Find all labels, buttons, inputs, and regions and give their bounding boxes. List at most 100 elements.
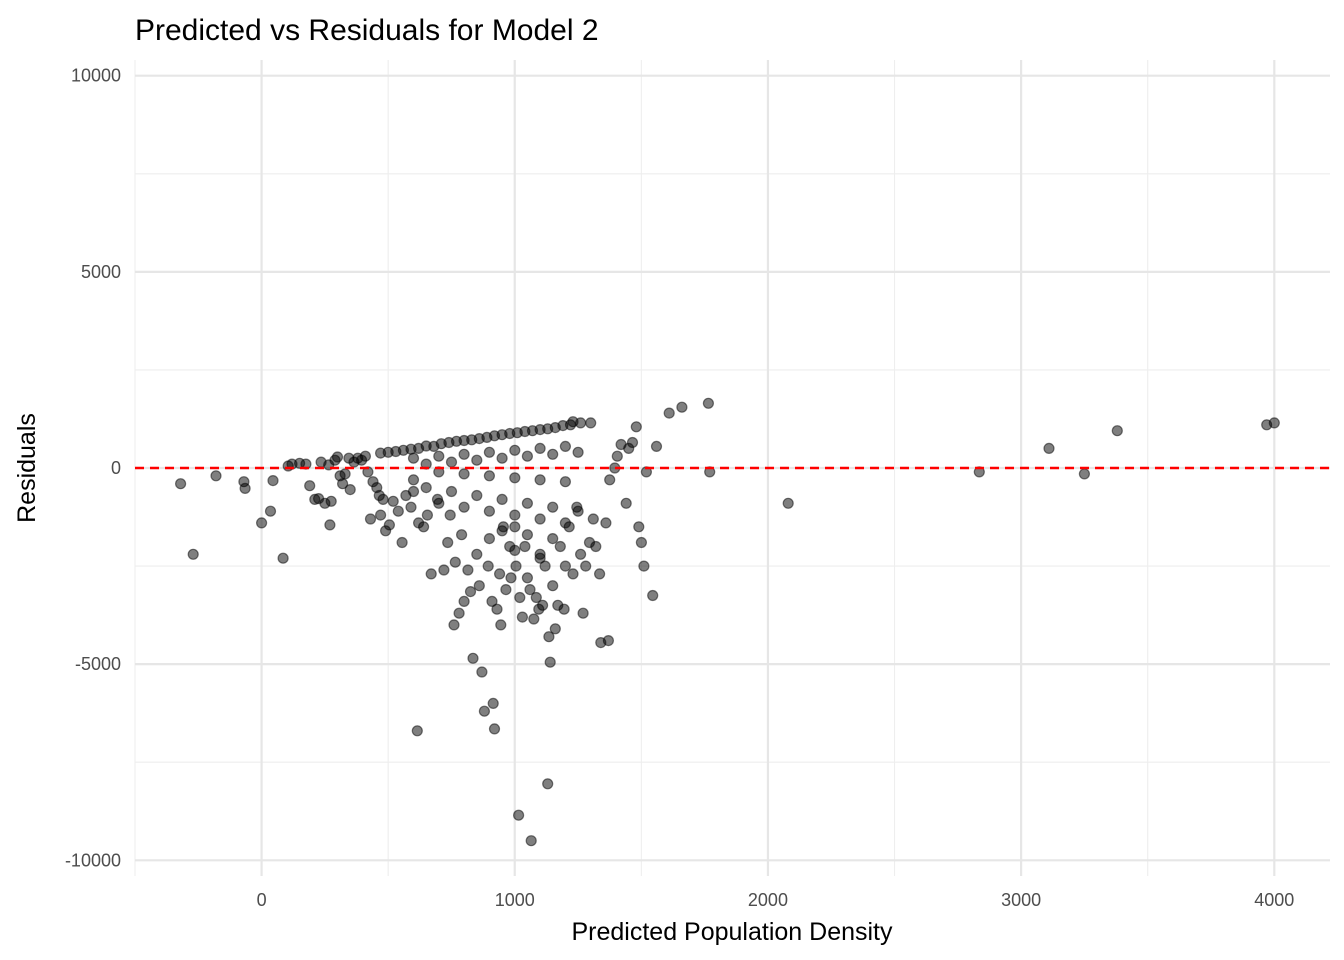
data-point xyxy=(496,525,508,537)
data-point xyxy=(483,532,495,545)
y-tick-label: -5000 xyxy=(75,654,121,674)
data-point xyxy=(702,397,715,409)
data-point xyxy=(478,705,490,717)
data-point xyxy=(458,501,470,513)
data-point xyxy=(559,476,572,488)
data-point xyxy=(524,583,536,596)
data-point xyxy=(449,556,461,568)
data-point xyxy=(396,536,408,549)
data-point xyxy=(462,564,474,576)
data-point xyxy=(521,572,534,584)
data-point xyxy=(448,619,460,631)
x-tick-label: 2000 xyxy=(748,890,788,910)
data-point xyxy=(486,595,498,608)
data-point xyxy=(547,580,559,592)
data-point xyxy=(602,634,615,647)
data-point xyxy=(383,519,395,531)
data-point xyxy=(626,436,639,449)
data-point xyxy=(277,552,289,564)
data-point xyxy=(620,497,632,509)
y-tick-label: 0 xyxy=(111,458,121,478)
data-point xyxy=(558,603,570,615)
data-point xyxy=(364,513,377,525)
data-point xyxy=(420,440,432,452)
data-point xyxy=(407,474,420,486)
data-point xyxy=(359,450,371,462)
data-point xyxy=(611,450,623,462)
data-point xyxy=(339,468,351,480)
data-point xyxy=(585,417,597,429)
data-point xyxy=(476,666,488,678)
data-point xyxy=(433,497,445,509)
data-point xyxy=(494,568,506,580)
data-point xyxy=(676,401,688,413)
data-point xyxy=(1043,442,1055,454)
data-point xyxy=(438,564,450,576)
data-point xyxy=(544,656,556,668)
data-point xyxy=(554,540,566,553)
data-point xyxy=(534,474,546,486)
data-point xyxy=(549,623,561,635)
data-point xyxy=(587,513,599,525)
data-point xyxy=(495,619,507,631)
data-point xyxy=(1268,417,1280,429)
x-axis-title: Predicted Population Density xyxy=(571,918,893,946)
data-point xyxy=(528,613,540,625)
data-point xyxy=(542,423,554,435)
data-point xyxy=(521,497,534,509)
data-point xyxy=(387,495,399,507)
grid xyxy=(134,60,1330,876)
data-point xyxy=(175,478,187,490)
data-point xyxy=(500,583,512,596)
data-point xyxy=(509,509,521,521)
data-point xyxy=(572,505,584,517)
data-point xyxy=(496,429,508,441)
data-point xyxy=(559,560,572,572)
y-tick-label: -10000 xyxy=(65,850,121,870)
data-point xyxy=(511,427,523,439)
data-point xyxy=(496,452,508,464)
data-point xyxy=(187,548,199,560)
data-point xyxy=(530,591,542,604)
data-point xyxy=(547,448,559,460)
data-point xyxy=(516,611,529,623)
data-point xyxy=(635,536,648,549)
data-point xyxy=(483,470,495,482)
data-point xyxy=(481,431,493,443)
data-point xyxy=(547,501,559,513)
data-point xyxy=(574,548,587,560)
data-point xyxy=(534,442,546,454)
data-point xyxy=(411,725,423,737)
data-point xyxy=(542,778,554,790)
data-point xyxy=(453,607,465,619)
y-tick-label: 5000 xyxy=(81,262,121,282)
data-point xyxy=(525,835,537,847)
data-point xyxy=(521,450,534,462)
data-point xyxy=(534,552,546,564)
data-point xyxy=(488,723,501,735)
data-point xyxy=(509,521,521,533)
x-tick-label: 1000 xyxy=(495,890,535,910)
data-point xyxy=(638,560,650,572)
data-point xyxy=(536,599,549,611)
data-point xyxy=(420,482,432,494)
data-point xyxy=(514,591,526,604)
data-point xyxy=(433,450,445,462)
data-point xyxy=(458,595,470,608)
data-point xyxy=(483,446,495,458)
data-point xyxy=(331,451,344,463)
data-point xyxy=(567,416,579,428)
data-point xyxy=(458,468,470,480)
data-point xyxy=(512,809,525,821)
y-axis-ticks: -10000 -5000 0 5000 10000 xyxy=(65,66,121,871)
data-point xyxy=(456,529,468,541)
data-point xyxy=(445,456,458,468)
data-point xyxy=(543,631,555,643)
data-point xyxy=(390,445,402,458)
data-point xyxy=(425,568,437,580)
x-tick-label: 3000 xyxy=(1001,890,1041,910)
data-point xyxy=(577,607,589,619)
data-point xyxy=(509,544,521,557)
chart-title: Predicted vs Residuals for Model 2 xyxy=(135,14,599,47)
data-point xyxy=(482,560,494,572)
